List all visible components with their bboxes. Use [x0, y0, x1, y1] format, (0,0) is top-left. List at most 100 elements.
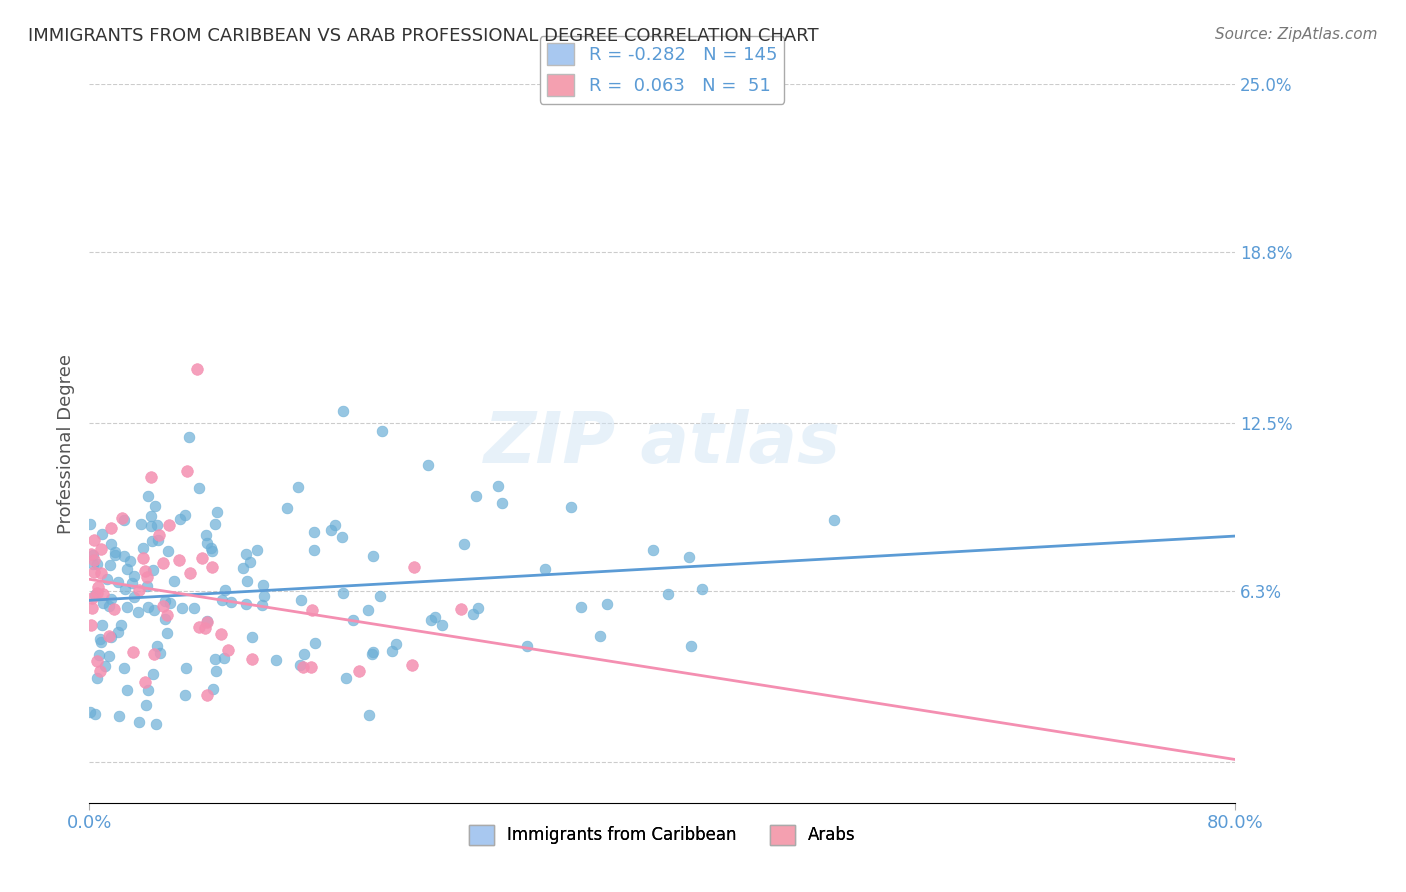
Point	[302, 525, 325, 540]
Point	[89, 632, 111, 646]
Point	[209, 627, 232, 641]
Point	[111, 511, 134, 525]
Point	[142, 563, 165, 577]
Point	[195, 614, 218, 628]
Point	[461, 607, 484, 621]
Point	[240, 630, 263, 644]
Point	[201, 559, 224, 574]
Point	[129, 517, 152, 532]
Point	[217, 643, 239, 657]
Point	[112, 549, 135, 564]
Point	[146, 533, 169, 548]
Point	[90, 566, 112, 581]
Point	[323, 518, 346, 533]
Point	[288, 657, 311, 672]
Point	[91, 587, 114, 601]
Point	[89, 664, 111, 678]
Text: IMMIGRANTS FROM CARIBBEAN VS ARAB PROFESSIONAL DEGREE CORRELATION CHART: IMMIGRANTS FROM CARIBBEAN VS ARAB PROFES…	[28, 27, 818, 45]
Point	[142, 667, 165, 681]
Point	[236, 574, 259, 588]
Point	[148, 528, 170, 542]
Point	[139, 518, 162, 533]
Point	[299, 660, 322, 674]
Point	[486, 479, 509, 493]
Point	[534, 562, 557, 576]
Point	[176, 465, 198, 479]
Text: ZIP atlas: ZIP atlas	[484, 409, 841, 478]
Point	[107, 624, 129, 639]
Point	[276, 501, 298, 516]
Point	[141, 533, 163, 548]
Point	[117, 562, 139, 576]
Point	[174, 661, 197, 675]
Text: Source: ZipAtlas.com: Source: ZipAtlas.com	[1215, 27, 1378, 42]
Point	[91, 597, 114, 611]
Point	[195, 528, 218, 542]
Point	[122, 591, 145, 605]
Point	[368, 589, 391, 603]
Point	[100, 630, 122, 644]
Point	[401, 657, 423, 672]
Point	[321, 523, 343, 537]
Point	[692, 582, 714, 596]
Point	[108, 708, 131, 723]
Point	[290, 593, 312, 607]
Point	[287, 480, 309, 494]
Point	[86, 671, 108, 685]
Point	[349, 664, 371, 678]
Point	[195, 615, 218, 629]
Point	[141, 509, 163, 524]
Point	[145, 518, 167, 533]
Point	[80, 547, 103, 561]
Point	[177, 429, 200, 443]
Point	[204, 652, 226, 666]
Point	[179, 566, 201, 580]
Point	[195, 536, 218, 550]
Point	[107, 574, 129, 589]
Point	[356, 603, 378, 617]
Point	[214, 583, 236, 598]
Point	[205, 665, 228, 679]
Point	[657, 587, 679, 601]
Point	[404, 559, 426, 574]
Point	[82, 601, 104, 615]
Point	[235, 547, 257, 561]
Point	[91, 526, 114, 541]
Point	[595, 598, 617, 612]
Point	[385, 638, 408, 652]
Point	[149, 647, 172, 661]
Point	[80, 591, 103, 606]
Point	[219, 595, 242, 609]
Point	[98, 629, 121, 643]
Point	[291, 660, 314, 674]
Point	[114, 582, 136, 597]
Point	[201, 543, 224, 558]
Point	[86, 654, 108, 668]
Point	[135, 579, 157, 593]
Point	[423, 610, 446, 624]
Point	[381, 644, 404, 658]
Y-axis label: Professional Degree: Professional Degree	[58, 353, 75, 533]
Point	[163, 574, 186, 588]
Point	[89, 648, 111, 662]
Point	[467, 601, 489, 615]
Point	[134, 565, 156, 579]
Point	[357, 708, 380, 723]
Point	[136, 682, 159, 697]
Point	[84, 706, 107, 721]
Point	[132, 541, 155, 556]
Point	[82, 548, 104, 562]
Point	[430, 617, 453, 632]
Point	[104, 548, 127, 562]
Point	[155, 607, 177, 622]
Point	[187, 620, 209, 634]
Point	[239, 555, 262, 569]
Point	[104, 545, 127, 559]
Point	[169, 552, 191, 566]
Point	[302, 543, 325, 558]
Point	[86, 586, 108, 600]
Point	[153, 593, 176, 607]
Point	[136, 570, 159, 584]
Point	[169, 512, 191, 526]
Point	[361, 648, 384, 662]
